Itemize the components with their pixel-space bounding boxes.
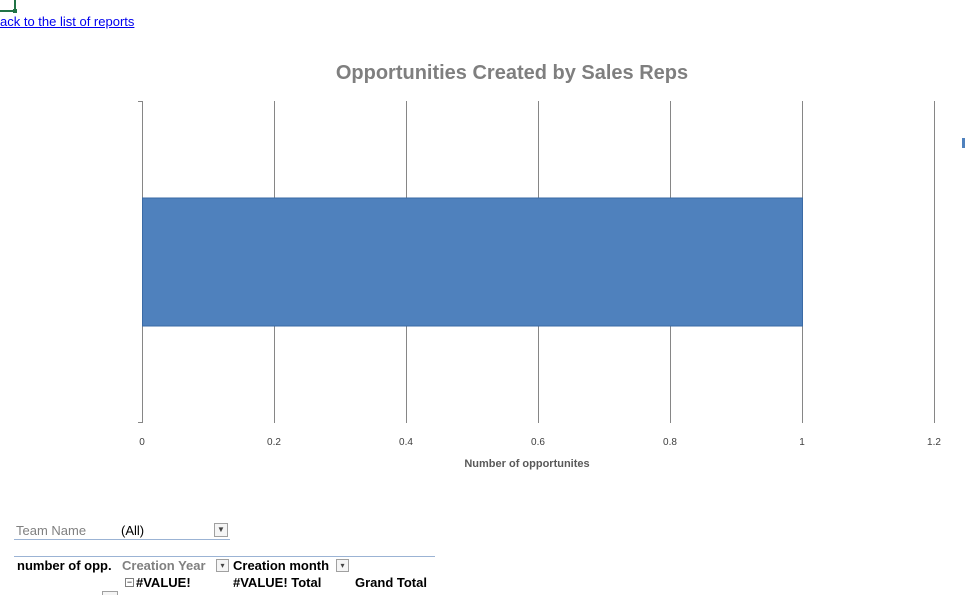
- pivot-column-items-row: − #VALUE! #VALUE! Total Grand Total: [14, 574, 435, 591]
- x-tick-label: 1.2: [927, 437, 941, 448]
- pivot-table: number of opp. Creation Year ▾ Creation …: [14, 556, 435, 591]
- fill-handle[interactable]: [13, 9, 17, 13]
- back-to-reports-link[interactable]: ack to the list of reports: [0, 14, 135, 29]
- x-tick-label: 0.2: [267, 437, 281, 448]
- row-labels-dropdown-icon[interactable]: [102, 591, 118, 595]
- x-tick-label: 0: [139, 437, 145, 448]
- filter-label: Team Name: [16, 523, 87, 538]
- month-sort-filter-icon[interactable]: ▾: [336, 559, 349, 572]
- pivot-header-row: number of opp. Creation Year ▾ Creation …: [14, 557, 435, 574]
- column-field-year: Creation Year: [122, 558, 206, 573]
- chart-resize-handle[interactable]: [962, 138, 965, 148]
- column-item: #VALUE!: [136, 575, 191, 590]
- column-field-month: Creation month: [233, 558, 330, 573]
- column-item-total: #VALUE! Total: [233, 575, 322, 590]
- x-tick-label: 0.8: [663, 437, 677, 448]
- filter-value: (All): [121, 523, 145, 538]
- report-filter-row: Team Name (All) ▼: [14, 521, 230, 540]
- filter-dropdown-icon[interactable]: ▼: [214, 523, 228, 537]
- bar-chart: 0 0.2 0.4 0.6 0.8 1 1.2 Number of opportunites: [138, 101, 941, 470]
- year-sort-filter-icon[interactable]: ▾: [216, 559, 229, 572]
- values-header: number of opp.: [17, 558, 112, 573]
- grand-total-header: Grand Total: [355, 575, 427, 590]
- x-tick-label: 1: [799, 437, 805, 448]
- selected-cell-marker: [0, 0, 16, 12]
- x-tick-label: 0.4: [399, 437, 413, 448]
- x-axis-title: Number of opportunites: [464, 458, 589, 470]
- x-tick-label: 0.6: [531, 437, 545, 448]
- collapse-icon[interactable]: −: [125, 577, 134, 587]
- chart-title: Opportunities Created by Sales Reps: [335, 62, 689, 84]
- bar: [142, 197, 803, 327]
